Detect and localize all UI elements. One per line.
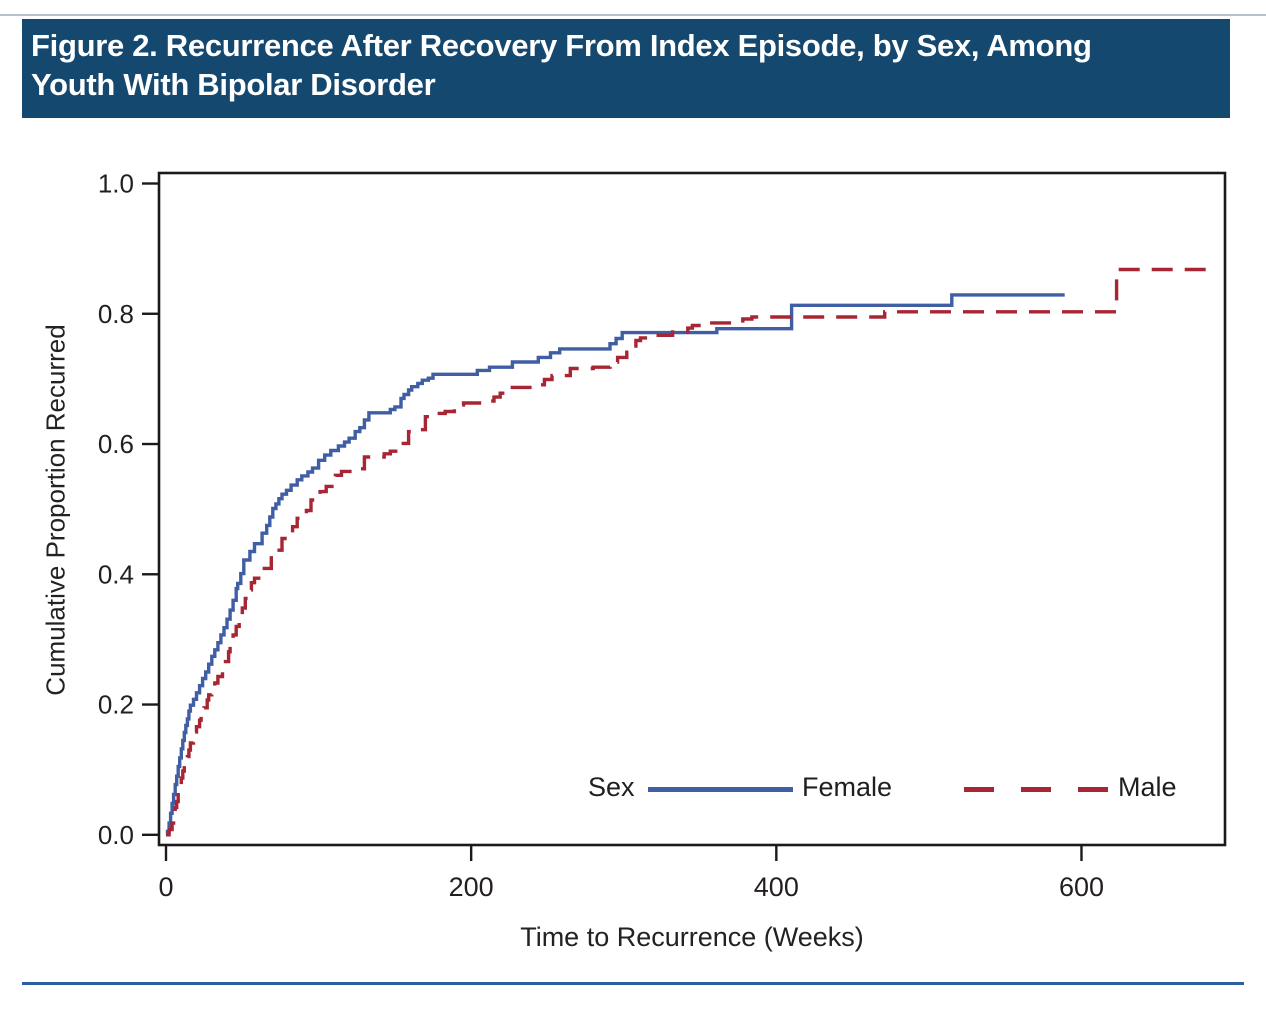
y-tick-label: 1.0 <box>98 169 134 199</box>
legend-title: Sex <box>588 772 635 802</box>
female-curve <box>165 293 1065 837</box>
male-dashed-swatch <box>964 787 1108 792</box>
y-tick-label: 0.2 <box>98 690 134 720</box>
y-axis-label: Cumulative Proportion Recurred <box>40 324 71 696</box>
x-tick-label: 200 <box>449 872 494 902</box>
figure-title-line-2: Youth With Bipolar Disorder <box>31 67 436 103</box>
male-swatch-dash <box>1021 787 1051 792</box>
y-tick-label: 0.6 <box>98 429 134 459</box>
x-tick-label: 0 <box>158 872 173 902</box>
y-tick-label: 0.0 <box>98 820 134 850</box>
x-tick-label: 400 <box>754 872 799 902</box>
y-tick-label: 0.8 <box>98 299 134 329</box>
male-curve <box>166 267 1216 837</box>
figure-title-line-1: Figure 2. Recurrence After Recovery From… <box>31 28 1092 63</box>
page-bottom-rule <box>22 982 1244 985</box>
male-swatch-dash <box>964 787 994 792</box>
male-swatch-dash <box>1078 787 1108 792</box>
female-line-swatch <box>648 787 793 792</box>
x-tick-label: 600 <box>1059 872 1104 902</box>
x-axis-label: Time to Recurrence (Weeks) <box>520 922 864 952</box>
plot-frame <box>157 171 1227 847</box>
figure-title-bar: Figure 2. Recurrence After Recovery From… <box>22 19 1230 118</box>
legend-label-male: Male <box>1118 772 1177 802</box>
page-top-rule <box>0 14 1266 16</box>
legend-label-female: Female <box>802 772 893 802</box>
y-tick-label: 0.4 <box>98 559 134 589</box>
